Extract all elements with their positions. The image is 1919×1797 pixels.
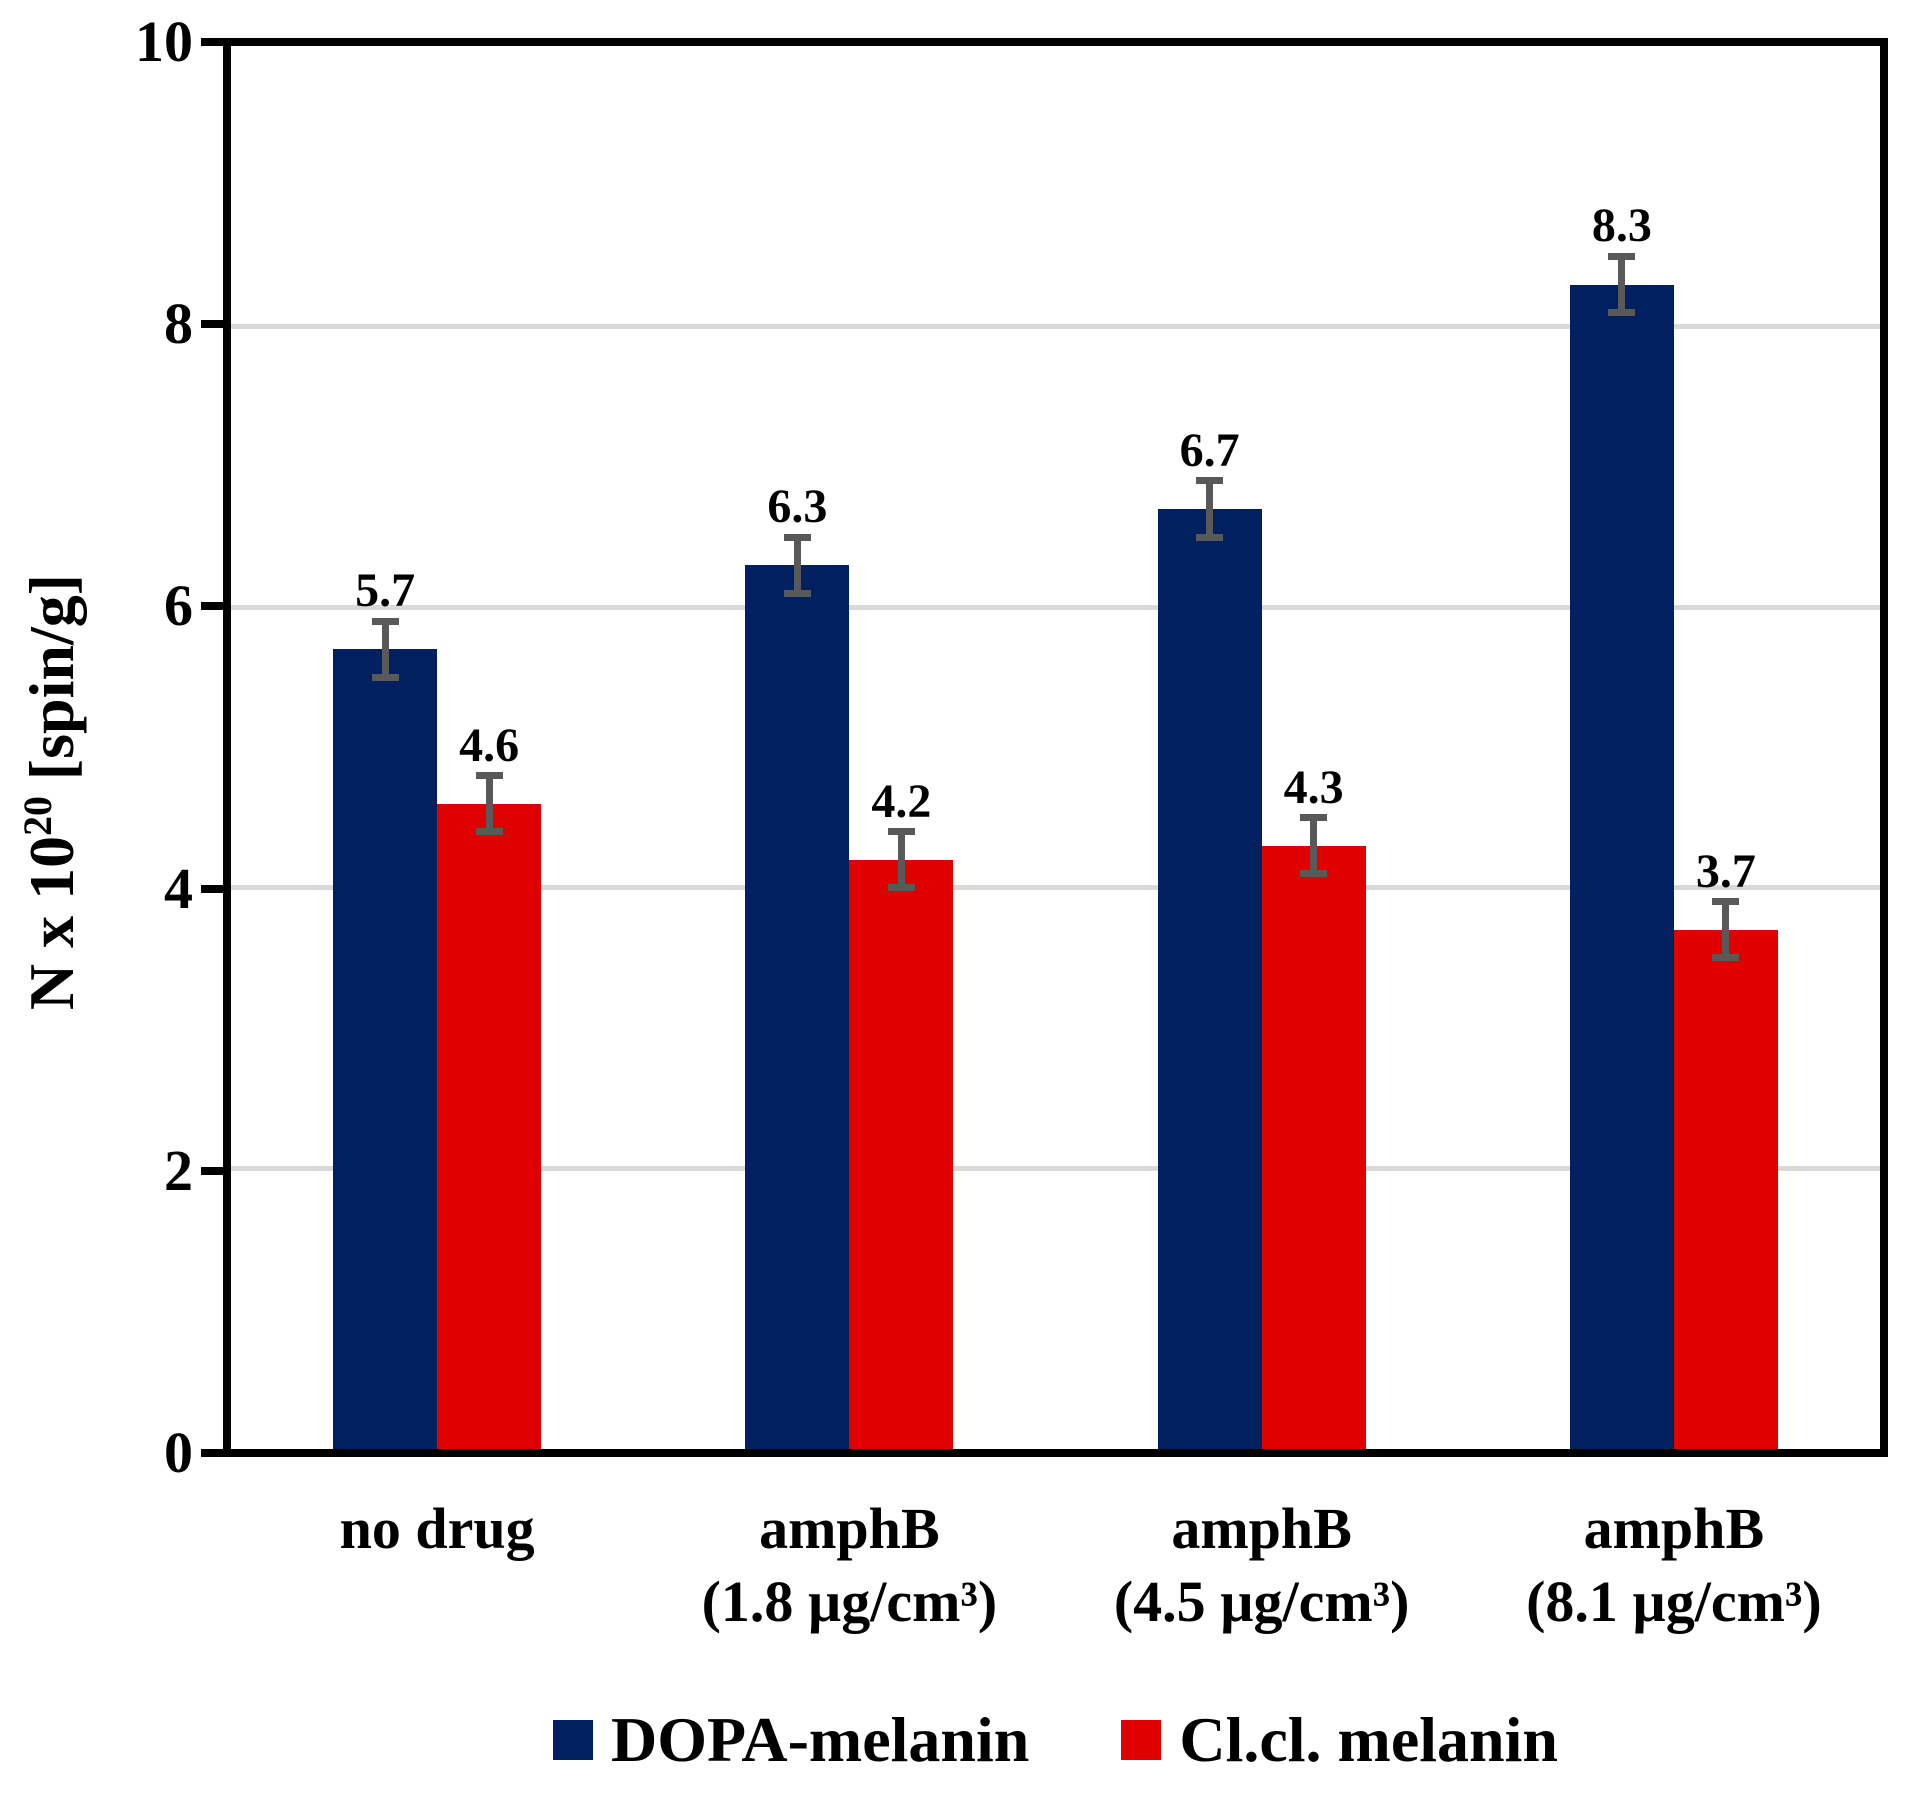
error-bar-line — [793, 537, 801, 594]
bar-cl-cl--melanin-2 — [1261, 845, 1366, 1449]
bar-dopa-melanin-3 — [1569, 284, 1674, 1449]
value-label: 6.7 — [1179, 423, 1240, 477]
error-bar-line — [1310, 817, 1318, 874]
legend-item-dopa-melanin: DOPA-melanin — [553, 1708, 1029, 1772]
error-bar-cap-bottom — [1196, 533, 1224, 541]
error-bar-cap-top — [783, 533, 811, 541]
legend-swatch-dopa-melanin — [553, 1720, 593, 1760]
error-bar-cap-top — [1300, 814, 1328, 822]
error-bar-cap-top — [371, 617, 399, 625]
bar-cl-cl--melanin-1 — [849, 859, 954, 1449]
value-label: 3.7 — [1695, 844, 1756, 898]
value-label: 4.6 — [459, 718, 520, 772]
error-bar-line — [381, 621, 389, 678]
y-tick-label-10: 10 — [135, 9, 193, 74]
x-category-line2: (4.5 µg/cm³) — [1113, 1569, 1410, 1635]
error-bar-line — [1618, 256, 1626, 313]
value-label: 4.3 — [1283, 760, 1344, 814]
gridline-2 — [231, 1165, 1880, 1171]
x-category-label-1: amphB (1.8 µg/cm³) — [569, 1492, 1129, 1638]
x-category-line1: amphB — [1583, 1496, 1765, 1561]
error-bar-line — [1722, 901, 1730, 958]
x-category-line1: amphB — [759, 1496, 940, 1561]
x-category-line2: (8.1 µg/cm³) — [1526, 1569, 1822, 1635]
x-category-label-3: amphB (8.1 µg/cm³) — [1394, 1492, 1919, 1638]
error-bar-cap-top — [1712, 898, 1740, 906]
y-tick-10 — [201, 38, 223, 46]
error-bar-cap-top — [1608, 252, 1636, 260]
y-axis-title-exponent: 20 — [15, 796, 60, 836]
error-bar-cap-bottom — [887, 884, 915, 892]
error-bar-cap-top — [887, 828, 915, 836]
gridline-8 — [231, 324, 1880, 330]
bar-cl-cl--melanin-0 — [437, 803, 542, 1449]
bar-cl-cl--melanin-3 — [1673, 929, 1778, 1449]
error-bar-cap-top — [1196, 477, 1224, 485]
y-axis-title: N x 1020 [spin/g] — [15, 574, 89, 1010]
error-bar-cap-top — [475, 772, 503, 780]
y-tick-6 — [201, 602, 223, 611]
legend-label-dopa-melanin: DOPA-melanin — [611, 1704, 1030, 1775]
bar-dopa-melanin-1 — [745, 565, 850, 1449]
value-label: 5.7 — [355, 564, 416, 618]
y-tick-label-6: 6 — [164, 573, 193, 639]
error-bar-line — [485, 775, 493, 832]
error-bar-line — [897, 831, 905, 888]
x-category-line2: (1.8 µg/cm³) — [701, 1569, 998, 1635]
y-tick-label-4: 4 — [164, 855, 193, 921]
legend: DOPA-melanin Cl.cl. melanin — [223, 1708, 1888, 1772]
error-bar-cap-bottom — [783, 589, 811, 597]
value-label: 6.3 — [767, 480, 828, 534]
error-bar-line — [1206, 480, 1214, 538]
value-label: 8.3 — [1591, 199, 1652, 253]
y-tick-0 — [201, 1449, 223, 1457]
y-tick-2 — [201, 1166, 223, 1175]
error-bar-cap-bottom — [1608, 309, 1636, 317]
bar-dopa-melanin-2 — [1157, 508, 1262, 1449]
x-category-line1: no drug — [339, 1496, 535, 1561]
y-tick-label-0: 0 — [164, 1420, 193, 1485]
error-bar-cap-bottom — [475, 828, 503, 836]
y-tick-8 — [201, 320, 223, 329]
error-bar-cap-bottom — [371, 673, 399, 681]
x-category-label-0: no drug — [157, 1492, 717, 1565]
error-bar-cap-bottom — [1300, 870, 1328, 878]
value-label: 4.2 — [871, 774, 932, 828]
x-category-label-2: amphB (4.5 µg/cm³) — [982, 1492, 1542, 1638]
legend-swatch-clcl-melanin — [1121, 1720, 1162, 1760]
y-tick-label-2: 2 — [164, 1137, 193, 1203]
y-tick-label-8: 8 — [164, 291, 193, 357]
gridline-4 — [231, 885, 1880, 891]
plot-area: 5.7 6.3 6.7 8.3 4.6 4.2 4.3 3.7 — [223, 38, 1888, 1457]
x-category-line1: amphB — [1171, 1496, 1352, 1561]
error-bar-cap-bottom — [1712, 954, 1740, 962]
legend-item-clcl-melanin: Cl.cl. melanin — [1121, 1708, 1558, 1772]
y-tick-4 — [201, 884, 223, 893]
bar-dopa-melanin-0 — [333, 649, 438, 1449]
gridline-6 — [231, 604, 1880, 610]
legend-label-clcl-melanin: Cl.cl. melanin — [1179, 1704, 1558, 1775]
